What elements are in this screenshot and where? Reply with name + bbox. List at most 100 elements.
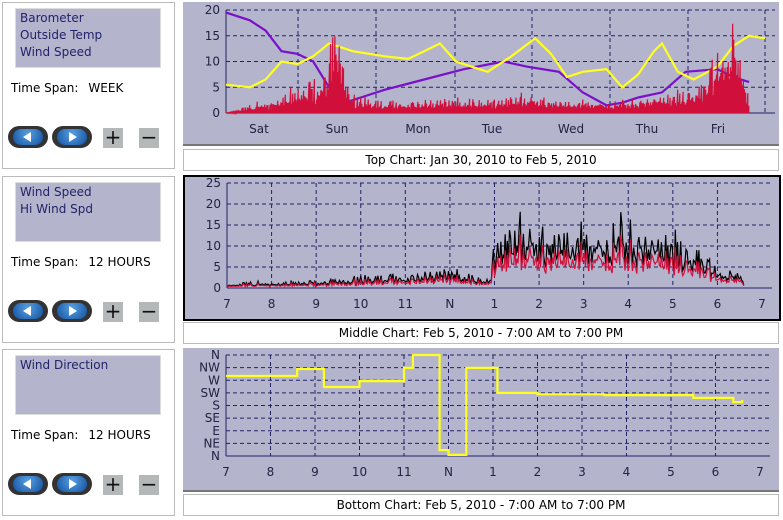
x-tick-label: Thu — [635, 122, 659, 136]
panel-middle: Wind Speed Hi Wind Spd Time Span: 12 HOUR… — [2, 176, 175, 343]
zoom-out-button[interactable]: − — [139, 472, 159, 496]
y-tick-label: 10 — [205, 55, 220, 69]
time-span-label: Time Span: — [11, 428, 79, 442]
left-arrow-icon — [13, 129, 43, 145]
series-item[interactable]: Outside Temp — [20, 28, 103, 42]
y-tick-label: N — [211, 449, 220, 463]
x-tick-label: Tue — [481, 122, 503, 136]
y-tick-label: S — [212, 399, 220, 413]
hi-wind-spd-series — [226, 211, 745, 288]
y-tick-label: 20 — [205, 3, 220, 17]
time-span-value: 12 HOURS — [88, 428, 151, 442]
y-tick-label: 25 — [206, 177, 221, 190]
x-tick-label: Fri — [711, 122, 725, 136]
series-item[interactable]: Wind Speed — [20, 45, 92, 59]
y-tick-label: 5 — [213, 260, 221, 274]
series-item[interactable]: Barometer — [20, 11, 84, 25]
middle-chart-svg: 0 5 10 15 20 25 7 8 9 10 11 N 1 2 3 4 5 6 7 — [206, 176, 772, 311]
x-tick-label: 4 — [624, 297, 632, 311]
x-tick-label: 1 — [489, 465, 497, 479]
y-tick-label: 0 — [213, 281, 221, 295]
zoom-out-button[interactable]: − — [139, 299, 159, 323]
time-span: Time Span: 12 HOURS — [11, 428, 151, 442]
series-item[interactable]: Wind Direction — [20, 358, 109, 372]
x-tick-label: Sat — [249, 122, 269, 136]
top-chart-svg: 0 5 10 15 20 Sat Sun Mon Tue Wed Thu Fri — [205, 3, 775, 136]
bottom-chart-caption: Bottom Chart: Feb 5, 2010 - 7:00 AM to 7… — [183, 494, 779, 516]
zoom-out-button[interactable]: − — [139, 125, 159, 149]
y-tick-label: W — [208, 373, 220, 387]
y-tick-label: N — [211, 348, 220, 362]
middle-chart[interactable]: 0 5 10 15 20 25 7 8 9 10 11 N 1 2 3 4 5 6 7 — [183, 175, 781, 321]
next-button[interactable] — [52, 473, 92, 495]
y-tick-label: SE — [205, 411, 220, 425]
x-tick-label: N — [444, 465, 453, 479]
y-tick-label: 5 — [212, 80, 220, 94]
zoom-in-button[interactable]: + — [103, 472, 123, 496]
next-button[interactable] — [52, 126, 92, 148]
x-tick-label: 8 — [268, 297, 276, 311]
y-tick-label: NE — [203, 436, 220, 450]
x-tick-label: 4 — [623, 465, 631, 479]
x-tick-label: 6 — [714, 297, 722, 311]
middle-chart-caption: Middle Chart: Feb 5, 2010 - 7:00 AM to 7… — [183, 322, 779, 344]
x-tick-label: 5 — [667, 465, 675, 479]
right-arrow-icon — [57, 129, 87, 145]
wind-speed-series — [226, 234, 745, 288]
panel-top: Barometer Outside Temp Wind Speed Time S… — [2, 2, 175, 169]
x-tick-label: 7 — [758, 297, 766, 311]
prev-button[interactable] — [8, 473, 48, 495]
right-arrow-icon — [57, 476, 87, 492]
y-tick-label: 15 — [205, 29, 220, 43]
y-tick-label: 0 — [212, 106, 220, 120]
time-span-value: WEEK — [88, 81, 124, 95]
x-tick-label: 1 — [491, 297, 499, 311]
y-tick-label: NW — [199, 361, 220, 375]
x-tick-label: 8 — [267, 465, 275, 479]
left-arrow-icon — [13, 303, 43, 319]
time-span-label: Time Span: — [11, 255, 79, 269]
x-tick-label: 7 — [223, 297, 231, 311]
x-tick-label: 7 — [222, 465, 230, 479]
series-item[interactable]: Wind Speed — [20, 185, 92, 199]
prev-button[interactable] — [8, 126, 48, 148]
zoom-in-button[interactable]: + — [103, 125, 123, 149]
x-tick-label: 10 — [352, 465, 367, 479]
left-arrow-icon — [13, 476, 43, 492]
time-span: Time Span: 12 HOURS — [11, 255, 151, 269]
series-list[interactable]: Wind Speed Hi Wind Spd — [15, 182, 161, 242]
time-span: Time Span: WEEK — [11, 81, 123, 95]
zoom-in-button[interactable]: + — [103, 299, 123, 323]
bottom-chart[interactable]: N NE E SE S SW W NW N 7 8 9 10 11 N 1 2 3 4 5 6 7 — [183, 348, 779, 492]
y-tick-label: SW — [201, 386, 221, 400]
time-span-value: 12 HOURS — [88, 255, 151, 269]
next-button[interactable] — [52, 300, 92, 322]
x-tick-label: 3 — [578, 465, 586, 479]
x-tick-label: 9 — [312, 297, 320, 311]
x-tick-label: 9 — [311, 465, 319, 479]
y-tick-label: 20 — [206, 197, 221, 211]
x-tick-label: 2 — [535, 297, 543, 311]
x-tick-label: Mon — [405, 122, 430, 136]
top-chart[interactable]: 0 5 10 15 20 Sat Sun Mon Tue Wed Thu Fri — [183, 2, 779, 146]
y-tick-label: E — [212, 424, 220, 438]
series-list[interactable]: Barometer Outside Temp Wind Speed — [15, 8, 161, 68]
x-tick-label: N — [445, 297, 454, 311]
outside-temp-series — [225, 34, 766, 89]
right-arrow-icon — [57, 303, 87, 319]
x-tick-label: 7 — [756, 465, 764, 479]
x-tick-label: Sun — [326, 122, 349, 136]
panel-bottom: Wind Direction Time Span: 12 HOURS + − — [2, 349, 175, 516]
y-tick-label: 15 — [206, 218, 221, 232]
x-tick-label: 10 — [353, 297, 368, 311]
y-tick-label: 10 — [206, 239, 221, 253]
x-tick-label: 2 — [534, 465, 542, 479]
series-item[interactable]: Hi Wind Spd — [20, 202, 93, 216]
time-span-label: Time Span: — [11, 81, 79, 95]
series-list[interactable]: Wind Direction — [15, 355, 161, 415]
prev-button[interactable] — [8, 300, 48, 322]
wind-speed-series — [225, 23, 750, 115]
x-tick-label: 6 — [712, 465, 720, 479]
x-tick-label: 11 — [398, 297, 413, 311]
